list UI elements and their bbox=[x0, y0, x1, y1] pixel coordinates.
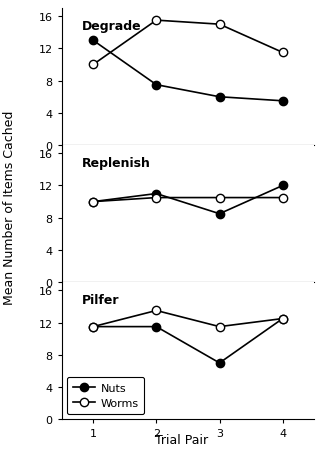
Line: Worms: Worms bbox=[89, 307, 287, 331]
Nuts bbox=[154, 191, 158, 197]
Worms bbox=[281, 51, 284, 56]
Worms bbox=[217, 195, 221, 201]
Worms bbox=[91, 63, 95, 68]
Nuts bbox=[217, 95, 221, 100]
Legend: Nuts, Worms: Nuts, Worms bbox=[67, 377, 144, 414]
Line: Worms: Worms bbox=[89, 17, 287, 69]
Nuts bbox=[154, 324, 158, 330]
Nuts bbox=[91, 199, 95, 205]
Text: Pilfer: Pilfer bbox=[82, 294, 119, 307]
Line: Nuts: Nuts bbox=[89, 37, 287, 106]
Worms bbox=[281, 195, 284, 201]
Nuts bbox=[217, 212, 221, 217]
Line: Nuts: Nuts bbox=[89, 182, 287, 218]
Nuts bbox=[154, 83, 158, 88]
Text: Mean Number of Items Cached: Mean Number of Items Cached bbox=[3, 110, 16, 304]
Worms bbox=[154, 308, 158, 313]
Nuts bbox=[217, 360, 221, 366]
Text: Trial Pair: Trial Pair bbox=[155, 433, 208, 446]
Line: Nuts: Nuts bbox=[89, 315, 287, 367]
Worms bbox=[217, 324, 221, 330]
Worms bbox=[91, 199, 95, 205]
Nuts bbox=[281, 184, 284, 189]
Worms bbox=[217, 23, 221, 28]
Worms bbox=[281, 316, 284, 322]
Nuts bbox=[91, 38, 95, 44]
Nuts bbox=[91, 324, 95, 330]
Nuts bbox=[281, 316, 284, 322]
Text: Degrade: Degrade bbox=[82, 20, 141, 33]
Worms bbox=[91, 324, 95, 330]
Text: Replenish: Replenish bbox=[82, 157, 151, 170]
Worms bbox=[154, 195, 158, 201]
Nuts bbox=[281, 99, 284, 104]
Line: Worms: Worms bbox=[89, 194, 287, 206]
Worms bbox=[154, 18, 158, 24]
